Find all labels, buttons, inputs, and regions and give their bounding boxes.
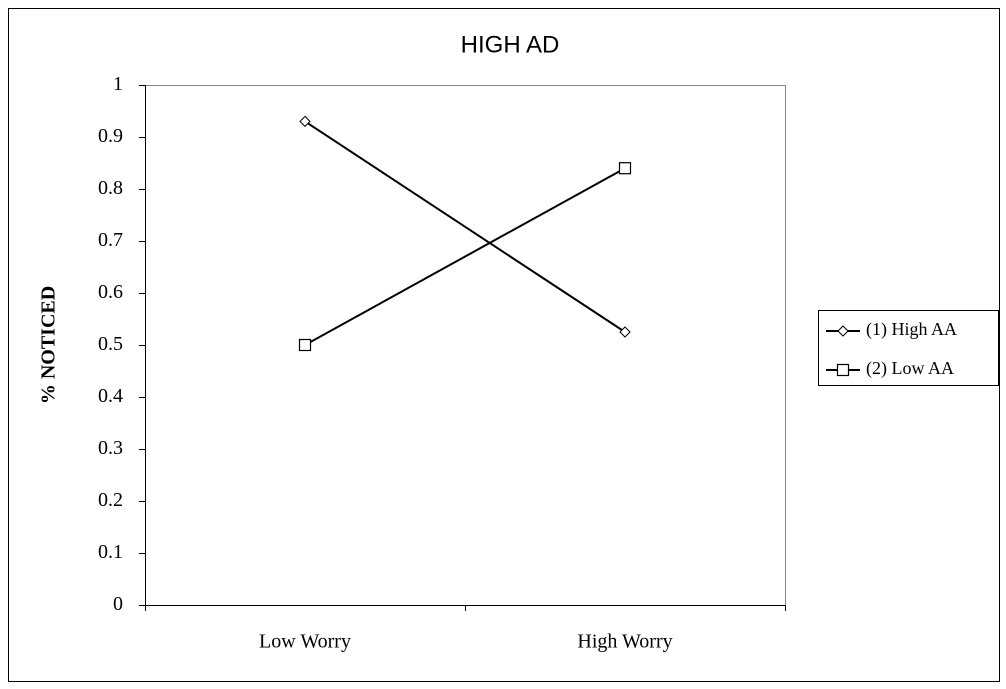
marker	[836, 363, 850, 377]
y-tick-label: 0	[113, 593, 123, 615]
y-tick-label: 0.6	[98, 281, 123, 303]
series-line	[304, 167, 626, 346]
y-tick-label: 0.8	[98, 177, 123, 199]
marker	[298, 338, 312, 352]
x-tick-label: High Worry	[577, 631, 672, 653]
y-tick-label: 0.2	[98, 489, 123, 511]
y-axis-label: % NOTICED	[38, 286, 60, 404]
marker	[618, 162, 632, 175]
x-tick-label: Low Worry	[259, 631, 351, 653]
y-tick-label: 0.5	[98, 333, 123, 355]
marker	[619, 326, 631, 338]
y-tick-label: 0.4	[98, 385, 123, 407]
y-tick-label: 0.7	[98, 229, 123, 251]
y-tick-label: 0.1	[98, 541, 123, 563]
legend-label: (1) High AA	[866, 319, 957, 340]
chart-title: HIGH AD	[461, 31, 560, 58]
series-line	[304, 120, 626, 333]
legend-label: (2) Low AA	[866, 358, 954, 379]
y-tick-label: 1	[113, 73, 123, 95]
y-tick-label: 0.9	[98, 125, 123, 147]
marker	[299, 115, 311, 128]
marker	[837, 325, 849, 337]
y-tick-label: 0.3	[98, 437, 123, 459]
